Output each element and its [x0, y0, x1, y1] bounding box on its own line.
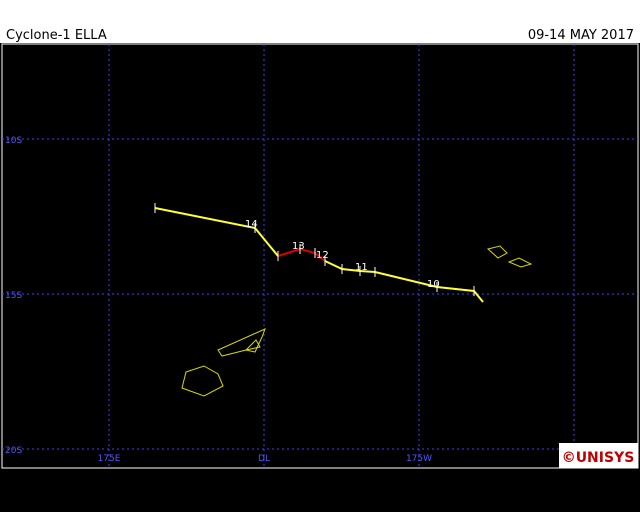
map-frame — [1, 43, 639, 469]
track-ticks — [154, 203, 475, 296]
header-bar — [0, 0, 640, 43]
day-label: 14 — [245, 219, 258, 230]
day-label: 10 — [427, 279, 440, 290]
island — [181, 365, 224, 397]
logo-box — [559, 443, 638, 468]
lat-label: 10S — [5, 136, 22, 146]
date-range: 09-14 MAY 2017 — [528, 28, 634, 43]
track-segment — [277, 247, 326, 262]
graticule — [2, 44, 638, 468]
island — [244, 339, 261, 351]
lon-label: 175E — [98, 454, 121, 464]
storm-title: Cyclone-1 ELLA — [6, 28, 107, 43]
day-label: 11 — [355, 262, 368, 273]
day-label: 13 — [292, 241, 305, 252]
island — [507, 257, 533, 268]
day-label: 12 — [316, 250, 329, 261]
lon-label: 175W — [406, 454, 432, 464]
lat-label: 15S — [5, 291, 22, 301]
islands — [181, 245, 533, 397]
storm-track — [154, 203, 484, 303]
lon-label: DL — [258, 454, 270, 464]
island — [217, 328, 266, 357]
lat-label: 20S — [5, 446, 22, 456]
island — [486, 245, 508, 259]
logo: ©UNISYS — [562, 450, 635, 466]
